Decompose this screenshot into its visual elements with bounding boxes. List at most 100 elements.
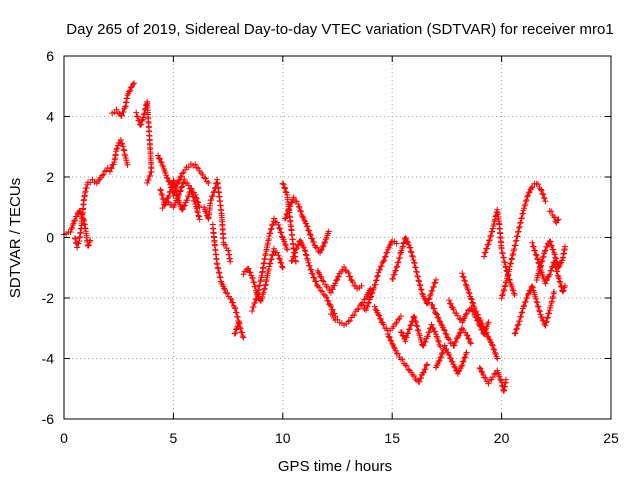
data-point [281, 240, 288, 247]
data-point [155, 155, 162, 162]
data-point [196, 213, 203, 220]
data-point [233, 326, 240, 333]
data-point [304, 223, 311, 230]
data-point [405, 241, 412, 248]
data-point [498, 295, 505, 302]
data-point [542, 247, 549, 254]
data-point [462, 278, 469, 285]
data-point [506, 263, 513, 270]
data-point [261, 285, 268, 292]
data-point [435, 314, 442, 321]
data-point [512, 329, 519, 336]
data-point [492, 216, 499, 223]
data-point [320, 291, 327, 298]
data-point [259, 293, 266, 300]
data-point [465, 289, 472, 296]
data-point [170, 178, 177, 185]
data-point [398, 247, 405, 254]
data-point [537, 263, 544, 270]
data-point [481, 253, 488, 260]
data-point [508, 256, 515, 263]
data-point [436, 341, 443, 348]
data-point [521, 205, 528, 212]
data-point [234, 313, 241, 320]
data-point [397, 250, 404, 257]
data-point [488, 341, 495, 348]
data-point [231, 330, 238, 337]
data-point [396, 254, 403, 261]
data-point [440, 326, 447, 333]
data-point [554, 268, 561, 275]
data-point [438, 350, 445, 357]
data-point [238, 329, 245, 336]
grid-lines [64, 56, 611, 419]
data-point [545, 273, 552, 280]
data-point [220, 241, 227, 248]
data-point [496, 373, 503, 380]
data-point [541, 195, 548, 202]
data-point [349, 279, 356, 286]
data-point [430, 325, 437, 332]
data-point [562, 243, 569, 250]
data-point [319, 277, 326, 284]
data-point [552, 255, 559, 262]
data-point [516, 223, 523, 230]
data-point [372, 277, 379, 284]
data-point [195, 165, 202, 172]
data-point [100, 171, 107, 178]
data-point [304, 257, 311, 264]
data-point [507, 260, 514, 267]
data-point [539, 257, 546, 264]
data-point [249, 275, 256, 282]
data-point [410, 314, 417, 321]
data-point [236, 319, 243, 326]
data-point [554, 217, 561, 224]
data-point [108, 165, 115, 172]
data-point [320, 242, 327, 249]
data-point [358, 301, 365, 308]
data-point [209, 192, 216, 199]
data-point [298, 208, 305, 215]
data-point [513, 325, 520, 332]
data-point [175, 177, 182, 184]
data-point [420, 369, 427, 376]
data-point [284, 210, 291, 217]
data-point [278, 229, 285, 236]
data-point [394, 263, 401, 270]
data-point [517, 220, 524, 227]
data-point [538, 258, 545, 265]
data-point [329, 286, 336, 293]
data-point [402, 362, 409, 369]
data-point [373, 277, 380, 284]
data-point [546, 271, 553, 278]
data-point [276, 225, 283, 232]
data-point [277, 259, 284, 266]
data-point [481, 326, 488, 333]
x-tick-label: 25 [603, 430, 619, 446]
data-point [352, 283, 359, 290]
data-point [542, 198, 549, 205]
data-point [252, 299, 259, 306]
data-point [241, 268, 248, 275]
data-point [411, 373, 418, 380]
data-point [176, 176, 183, 183]
data-point [292, 249, 299, 256]
data-point [465, 307, 472, 314]
data-point [432, 276, 439, 283]
data-point [302, 248, 309, 255]
data-point [271, 245, 278, 252]
data-point [133, 109, 140, 116]
y-tick-label: -2 [42, 290, 55, 306]
data-point [415, 327, 422, 334]
data-point [278, 259, 285, 266]
data-point [181, 202, 188, 209]
data-point [127, 87, 134, 94]
data-point [360, 302, 367, 309]
data-point [181, 176, 188, 183]
data-point [525, 189, 532, 196]
data-point [519, 210, 526, 217]
data-point [345, 318, 352, 325]
data-point [410, 257, 417, 264]
data-point [305, 227, 312, 234]
data-point [281, 184, 288, 191]
